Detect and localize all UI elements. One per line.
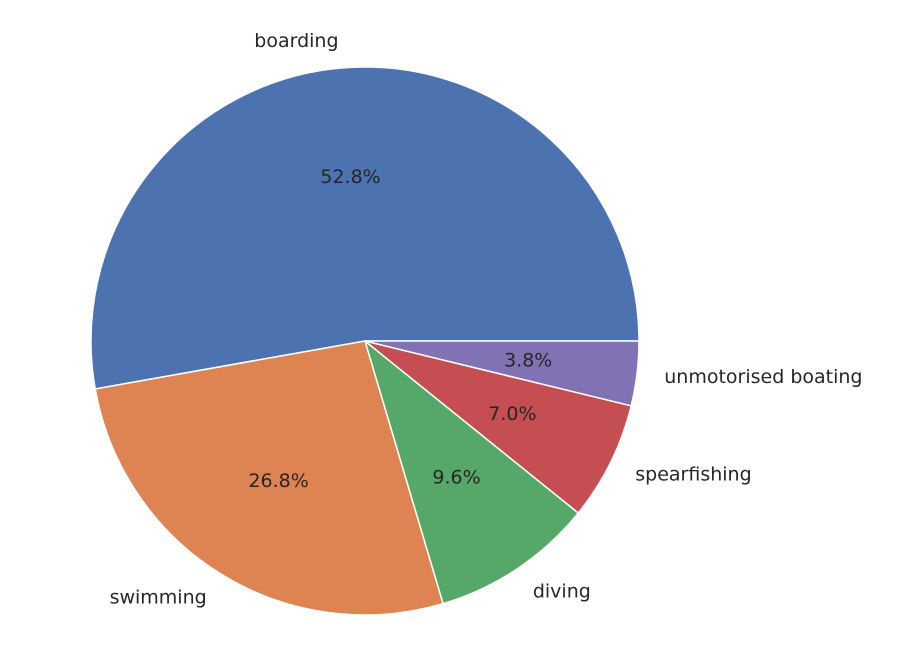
slice-boarding: [90, 66, 640, 390]
pct-label-unmotorised-boating: 3.8%: [504, 350, 552, 372]
category-label-spearfishing: spearfishing: [635, 463, 751, 485]
pct-label-boarding: 52.8%: [320, 166, 380, 188]
category-label-boarding: boarding: [254, 30, 338, 52]
pie-labels: 52.8% boarding 26.8% swimming 9.6% diving 7.0%…: [110, 30, 863, 609]
slice-swimming: [94, 340, 444, 616]
category-label-unmotorised-boating: unmotorised boating: [664, 366, 862, 388]
category-label-swimming: swimming: [110, 586, 207, 608]
slice-diving: [364, 340, 580, 605]
slice-spearfishing: [364, 340, 632, 514]
pct-label-diving: 9.6%: [432, 467, 480, 489]
category-label-diving: diving: [533, 580, 591, 602]
pct-label-swimming: 26.8%: [248, 470, 308, 492]
pie-slices: [90, 66, 640, 616]
slice-unmotorised-boating: [364, 340, 640, 407]
pct-label-spearfishing: 7.0%: [488, 403, 536, 425]
